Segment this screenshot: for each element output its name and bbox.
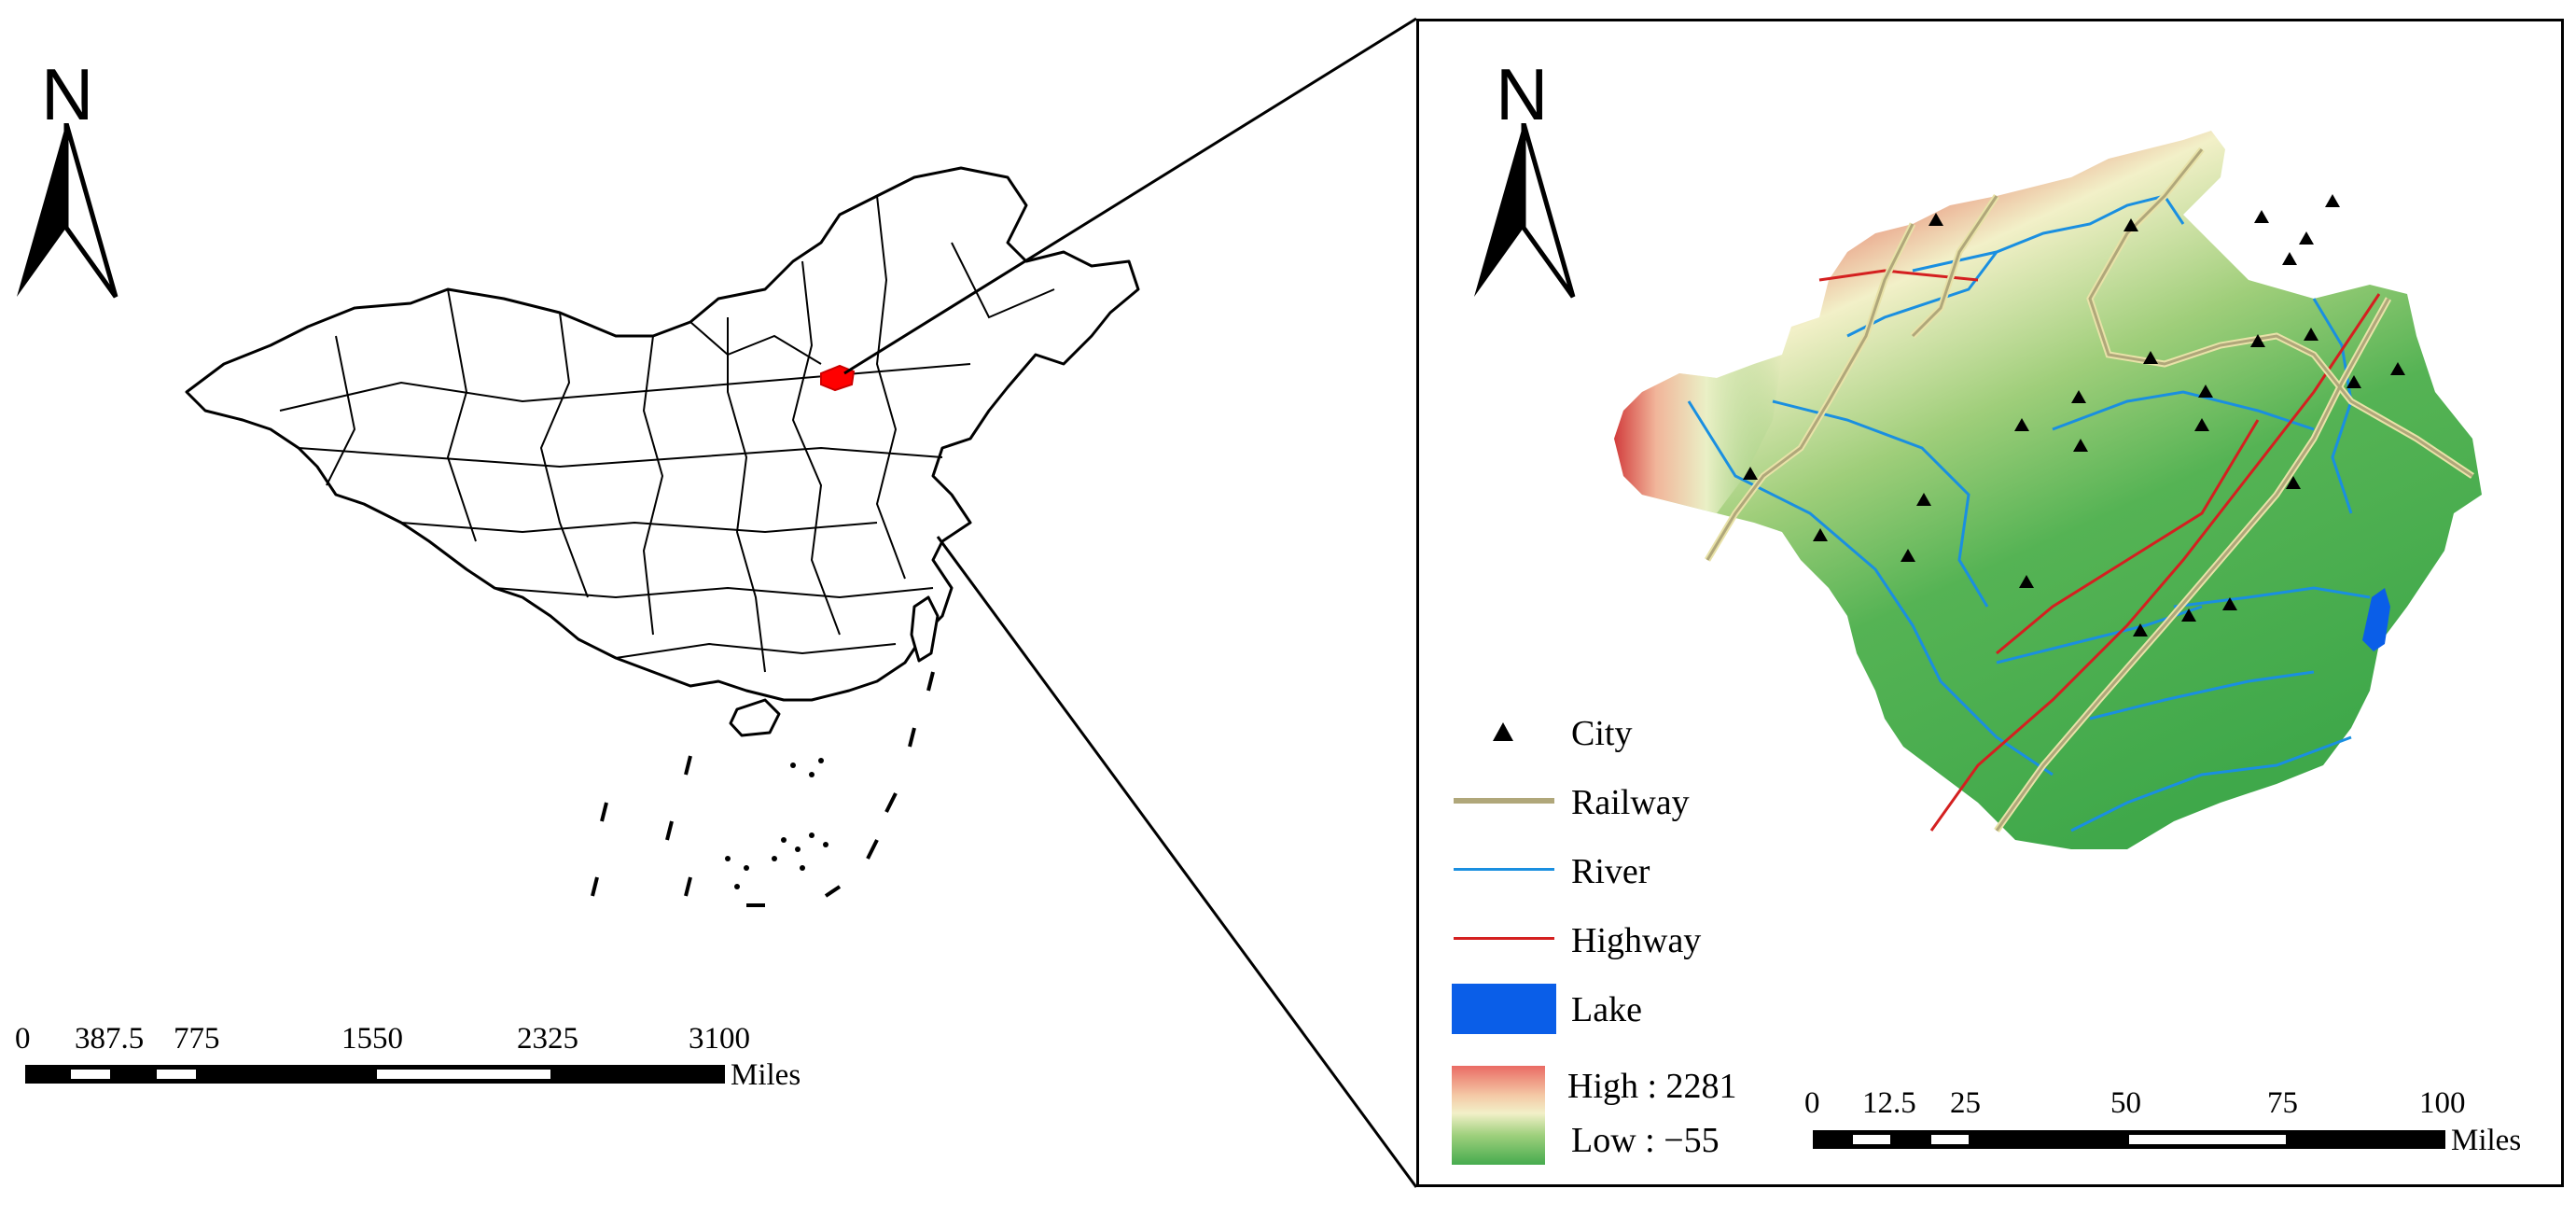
city-triangle-icon <box>2019 575 2034 588</box>
hainan-island <box>729 698 781 737</box>
right-scale-tick-2: 25 <box>1950 1086 1981 1120</box>
city-triangle-icon <box>1901 549 1915 562</box>
taiwan-island <box>910 595 940 663</box>
right-scale-tick-0: 0 <box>1804 1086 1820 1120</box>
left-north-arrow-icon <box>17 123 118 299</box>
legend-elevation-low: Low : −55 <box>1571 1121 1720 1160</box>
right-north-label: N <box>1496 53 1549 135</box>
city-triangle-icon <box>1929 213 1943 226</box>
city-triangle-icon <box>2198 385 2213 398</box>
legend-city-label: City <box>1571 714 1633 753</box>
legend-railway-label: Railway <box>1571 783 1690 822</box>
legend-city-icon <box>1493 722 1513 741</box>
city-triangle-icon <box>2194 418 2209 431</box>
legend-river-swatch <box>1454 868 1554 871</box>
city-triangle-icon <box>2254 210 2269 223</box>
city-triangle-icon <box>1813 528 1828 541</box>
city-triangle-icon <box>2181 608 2196 622</box>
city-triangle-icon <box>2071 390 2086 403</box>
city-triangle-icon <box>2325 194 2340 207</box>
city-triangle-icon <box>2286 476 2301 489</box>
left-scale-bar <box>25 1065 725 1084</box>
city-triangle-icon <box>2014 418 2029 431</box>
city-triangle-icon <box>2390 362 2405 375</box>
city-triangle-icon <box>2073 439 2088 452</box>
right-scale-tick-1: 12.5 <box>1862 1086 1916 1120</box>
legend-elevation-ramp <box>1452 1066 1545 1165</box>
city-triangle-icon <box>2133 623 2148 636</box>
study-area-map <box>1614 131 2482 849</box>
rivers <box>1687 194 2371 832</box>
legend-elevation-high: High : 2281 <box>1567 1067 1737 1106</box>
right-north-arrow-icon <box>1474 123 1576 299</box>
city-triangle-icon <box>2304 328 2318 341</box>
left-scale-tick-1: 387.5 <box>75 1022 145 1056</box>
legend-railway-swatch <box>1454 798 1554 804</box>
left-scale-tick-4: 2325 <box>517 1022 578 1056</box>
legend-lake-swatch <box>1452 984 1556 1034</box>
right-scale-units: Miles <box>2451 1124 2522 1157</box>
right-scale-tick-4: 75 <box>2267 1086 2298 1120</box>
legend-lake-label: Lake <box>1571 990 1642 1029</box>
cities <box>1743 194 2405 636</box>
left-scale-units: Miles <box>731 1058 801 1092</box>
right-scale-bar <box>1813 1130 2445 1149</box>
railways <box>1706 148 2473 832</box>
right-scale-tick-3: 50 <box>2110 1086 2141 1120</box>
city-triangle-icon <box>2123 218 2138 231</box>
legend-highway-swatch <box>1454 937 1554 940</box>
legend-highway-label: Highway <box>1571 921 1702 960</box>
city-triangle-icon <box>1743 467 1758 480</box>
right-scale-tick-5: 100 <box>2419 1086 2466 1120</box>
city-triangle-icon <box>2143 351 2158 364</box>
left-north-label: N <box>41 53 94 135</box>
left-scale-tick-5: 3100 <box>689 1022 750 1056</box>
study-area-shape <box>1614 131 2482 849</box>
left-scale-tick-0: 0 <box>15 1022 31 1056</box>
city-triangle-icon <box>2282 252 2297 265</box>
left-scale-tick-3: 1550 <box>341 1022 403 1056</box>
legend-river-label: River <box>1571 852 1650 891</box>
city-triangle-icon <box>2346 375 2361 388</box>
china-overview-map <box>185 166 1140 907</box>
inset-map-frame <box>1416 19 2564 1187</box>
highways <box>1818 269 2381 832</box>
city-triangle-icon <box>2250 334 2265 347</box>
city-triangle-icon <box>2222 597 2237 610</box>
lake-shape <box>2362 588 2390 651</box>
city-triangle-icon <box>1916 493 1931 506</box>
left-scale-tick-2: 775 <box>174 1022 220 1056</box>
city-triangle-icon <box>2299 231 2314 245</box>
